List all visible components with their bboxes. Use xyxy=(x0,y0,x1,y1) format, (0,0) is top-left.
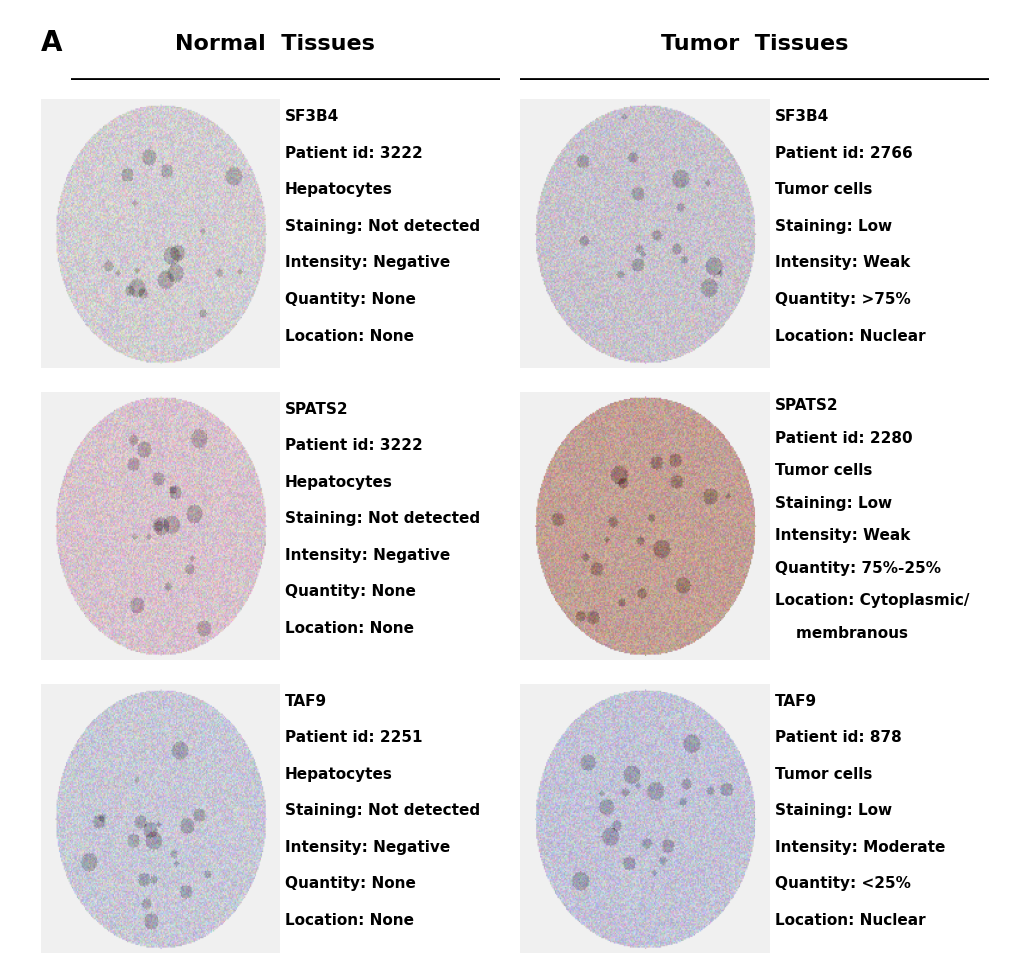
Text: Quantity: >75%: Quantity: >75% xyxy=(773,292,909,307)
Text: Intensity: Negative: Intensity: Negative xyxy=(284,840,449,855)
Text: Quantity: <25%: Quantity: <25% xyxy=(773,877,910,891)
Text: Hepatocytes: Hepatocytes xyxy=(284,182,392,198)
Text: Tumor cells: Tumor cells xyxy=(773,464,871,478)
Text: TAF9: TAF9 xyxy=(773,693,816,709)
Text: SF3B4: SF3B4 xyxy=(773,109,828,125)
Text: Staining: Not detected: Staining: Not detected xyxy=(284,219,479,234)
Text: Location: None: Location: None xyxy=(284,620,413,636)
Text: Quantity: None: Quantity: None xyxy=(284,292,415,307)
Text: Location: Cytoplasmic/: Location: Cytoplasmic/ xyxy=(773,593,968,608)
Text: Intensity: Negative: Intensity: Negative xyxy=(284,255,449,271)
Text: A: A xyxy=(41,29,62,57)
Text: Hepatocytes: Hepatocytes xyxy=(284,767,392,782)
Text: Hepatocytes: Hepatocytes xyxy=(284,474,392,490)
Text: Quantity: None: Quantity: None xyxy=(284,877,415,891)
Text: Patient id: 2280: Patient id: 2280 xyxy=(773,431,911,446)
Text: Location: Nuclear: Location: Nuclear xyxy=(773,913,924,928)
Text: Staining: Low: Staining: Low xyxy=(773,804,891,818)
Text: Staining: Low: Staining: Low xyxy=(773,219,891,234)
Text: Staining: Not detected: Staining: Not detected xyxy=(284,511,479,526)
Text: Location: None: Location: None xyxy=(284,913,413,928)
Text: TAF9: TAF9 xyxy=(284,693,326,709)
Text: Location: None: Location: None xyxy=(284,328,413,344)
Text: Intensity: Negative: Intensity: Negative xyxy=(284,547,449,563)
Text: Tumor  Tissues: Tumor Tissues xyxy=(660,34,848,55)
Text: Normal  Tissues: Normal Tissues xyxy=(175,34,375,55)
Text: SPATS2: SPATS2 xyxy=(284,401,347,417)
Text: Patient id: 2251: Patient id: 2251 xyxy=(284,730,422,745)
Text: Patient id: 878: Patient id: 878 xyxy=(773,730,901,745)
Text: Tumor cells: Tumor cells xyxy=(773,767,871,782)
Text: Staining: Low: Staining: Low xyxy=(773,496,891,510)
Text: SPATS2: SPATS2 xyxy=(773,398,838,413)
Text: Quantity: None: Quantity: None xyxy=(284,584,415,599)
Text: Staining: Not detected: Staining: Not detected xyxy=(284,804,479,818)
Text: membranous: membranous xyxy=(773,625,907,641)
Text: Intensity: Weak: Intensity: Weak xyxy=(773,528,909,543)
Text: Tumor cells: Tumor cells xyxy=(773,182,871,198)
Text: Location: Nuclear: Location: Nuclear xyxy=(773,328,924,344)
Text: Quantity: 75%-25%: Quantity: 75%-25% xyxy=(773,561,940,576)
Text: Intensity: Moderate: Intensity: Moderate xyxy=(773,840,944,855)
Text: SF3B4: SF3B4 xyxy=(284,109,338,125)
Text: Patient id: 3222: Patient id: 3222 xyxy=(284,146,422,161)
Text: Intensity: Weak: Intensity: Weak xyxy=(773,255,909,271)
Text: Patient id: 2766: Patient id: 2766 xyxy=(773,146,911,161)
Text: Patient id: 3222: Patient id: 3222 xyxy=(284,438,422,453)
